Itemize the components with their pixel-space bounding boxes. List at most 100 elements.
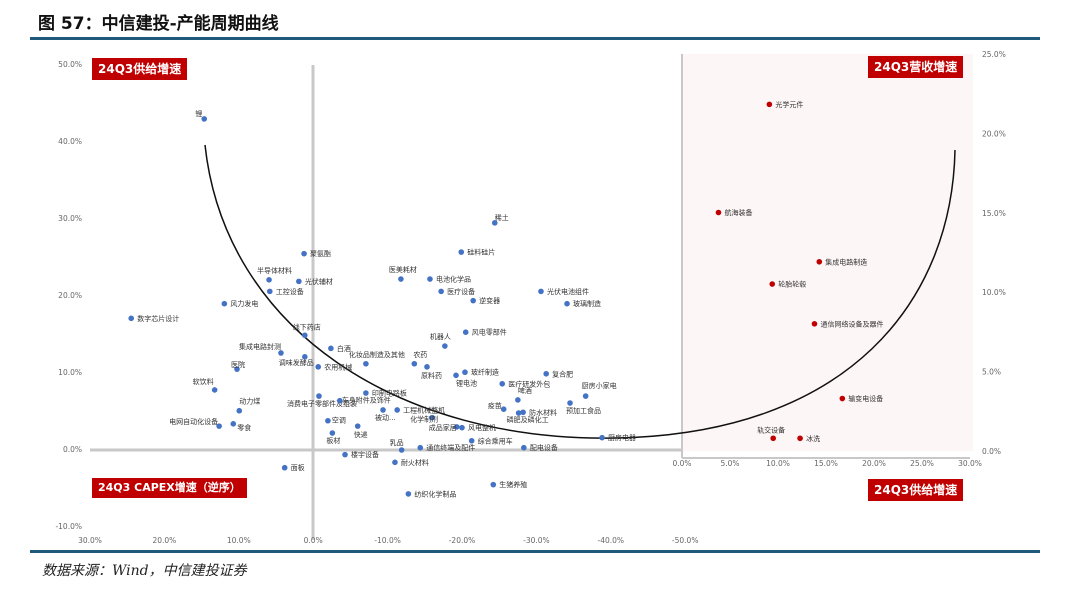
right-y-tick-label: 25.0%	[982, 50, 1006, 59]
left-point-label: 板材	[326, 436, 340, 445]
left-point-label: 化妆品制造及其他	[349, 350, 405, 359]
right-point	[811, 321, 818, 327]
left-point-label: 耐火材料	[401, 458, 429, 467]
left-point	[458, 249, 465, 255]
left-x-axis-label: 24Q3 CAPEX增速（逆序）	[92, 478, 247, 498]
left-point-label: 光伏辅材	[305, 277, 333, 286]
right-point-label: 轮胎轮毂	[778, 280, 806, 289]
left-point	[302, 354, 308, 360]
left-point-label: 线下药店	[293, 322, 321, 331]
right-point	[769, 281, 776, 287]
left-x-tick-label: 0.0%	[304, 536, 323, 545]
left-point	[337, 397, 343, 404]
left-point	[363, 390, 369, 396]
left-point-label: 被动...	[375, 413, 396, 422]
right-y-tick-label: 15.0%	[982, 209, 1006, 218]
left-point	[521, 444, 527, 451]
left-point	[468, 437, 475, 444]
left-point	[316, 393, 322, 399]
left-y-tick-label: -10.0%	[55, 522, 82, 531]
left-point-label: 磷肥及磷化工	[507, 415, 549, 424]
left-point-label: 医院	[231, 360, 245, 369]
right-point-label: 轨交设备	[757, 425, 785, 434]
left-point	[392, 459, 398, 466]
left-point-label: 印制电路板	[372, 389, 407, 398]
left-point	[499, 380, 506, 387]
right-panel-background	[681, 54, 973, 451]
left-point-label: 锂	[195, 109, 202, 118]
left-point	[429, 414, 436, 421]
left-point-label: 锂电池	[456, 378, 477, 387]
left-point-label: 聚氨酯	[310, 249, 331, 258]
left-point	[266, 288, 273, 295]
figure-title: 图 57：中信建投-产能周期曲线	[38, 14, 279, 34]
right-x-tick-label: 0.0%	[672, 459, 691, 468]
left-point	[582, 393, 589, 399]
left-point-label: 复合肥	[552, 369, 573, 378]
right-point	[766, 101, 773, 108]
left-point	[281, 464, 288, 471]
left-point-label: 数字芯片设计	[137, 314, 179, 323]
left-point-label: 白酒	[337, 344, 351, 353]
right-point	[797, 435, 803, 442]
left-point	[201, 116, 208, 122]
left-point-label: 逆变器	[479, 296, 500, 305]
left-x-tick-label: 20.0%	[152, 536, 176, 545]
left-point-label: 楼宇设备	[351, 450, 379, 459]
left-point	[216, 423, 222, 429]
left-point	[538, 288, 544, 295]
left-point-label: 预加工食品	[566, 406, 601, 415]
left-point-label: 通信终端及配件	[426, 443, 475, 452]
left-point	[354, 423, 361, 429]
left-x-tick-label: -40.0%	[598, 536, 625, 545]
left-point	[230, 421, 237, 427]
left-point	[405, 491, 412, 497]
left-point-label: 消费电子零部件及组装	[287, 399, 357, 408]
left-point-label: 面板	[291, 463, 305, 472]
left-point-label: 化学制剂	[410, 415, 438, 424]
left-point-label: 厨房小家电	[582, 381, 617, 390]
capacity-cycle-curve	[204, 144, 956, 439]
right-point	[715, 209, 722, 216]
left-point	[236, 407, 243, 414]
left-point	[462, 369, 468, 376]
right-y-tick-label: 5.0%	[982, 368, 1001, 377]
left-point	[328, 345, 334, 352]
left-point-label: 啤酒	[518, 386, 532, 395]
left-point	[380, 407, 386, 413]
left-point	[221, 300, 228, 307]
left-point-label: 半导体材料	[257, 266, 292, 275]
left-x-tick-label: -50.0%	[672, 536, 699, 545]
right-point-label: 输变电设备	[848, 394, 883, 403]
left-y-tick-label: 20.0%	[58, 291, 82, 300]
left-point-label: 防水材料	[529, 408, 557, 417]
left-point-label: 生猪养殖	[499, 480, 527, 489]
left-point-label: 工程机械整机	[403, 405, 445, 414]
left-y-tick-label: 0.0%	[63, 445, 82, 454]
left-point	[211, 387, 218, 393]
left-point	[567, 400, 573, 406]
left-point-label: 光伏电池组件	[547, 287, 589, 296]
left-point	[564, 300, 570, 307]
left-y-axis-label: 24Q3供给增速	[92, 58, 188, 80]
left-point-label: 电池化学品	[436, 275, 471, 284]
left-point	[301, 250, 307, 257]
left-point	[128, 315, 135, 322]
left-point-label: 车身附件及饰件	[342, 396, 391, 405]
left-point-label: 医疗设备	[447, 287, 475, 296]
right-point	[839, 395, 846, 402]
left-point-label: 风电零部件	[472, 328, 507, 337]
right-y-tick-label: 0.0%	[982, 447, 1001, 456]
left-point-label: 空调	[332, 416, 346, 425]
right-x-tick-label: 20.0%	[862, 459, 886, 468]
right-x-tick-label: 30.0%	[958, 459, 982, 468]
left-point-label: 工控设备	[276, 287, 304, 296]
left-point-label: 机器人	[430, 332, 451, 341]
left-point	[599, 434, 605, 441]
left-point	[515, 397, 521, 403]
left-point	[442, 343, 448, 349]
left-point-label: 厨房电器	[608, 433, 636, 442]
right-x-tick-label: 5.0%	[720, 459, 739, 468]
left-point	[470, 297, 476, 304]
left-point-label: 硅料硅片	[467, 248, 495, 257]
